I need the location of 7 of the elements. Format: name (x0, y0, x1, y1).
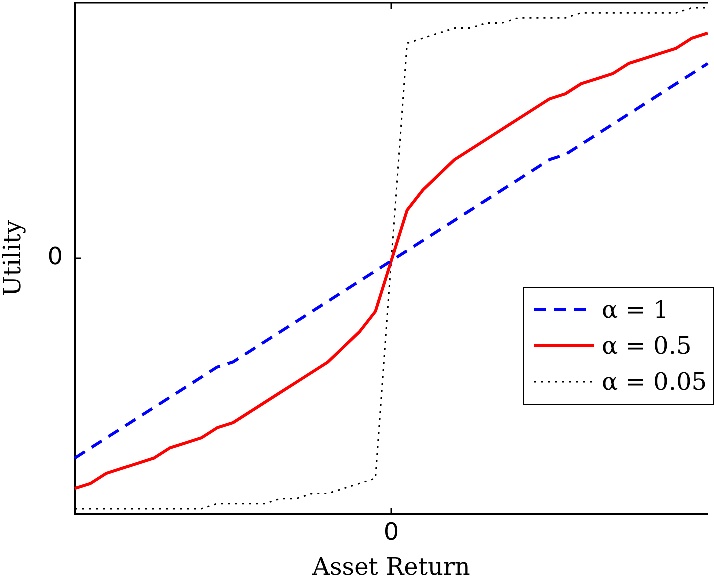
text: 0 (48, 242, 63, 271)
y-axis-title: Utility (0, 220, 27, 297)
x-axis-title: Asset Return (312, 552, 470, 581)
text: 0 (384, 518, 400, 546)
legend-label: α = 0.5 (602, 331, 692, 362)
legend-label: α = 0.05 (602, 367, 707, 398)
legend-label: α = 1 (602, 295, 669, 326)
